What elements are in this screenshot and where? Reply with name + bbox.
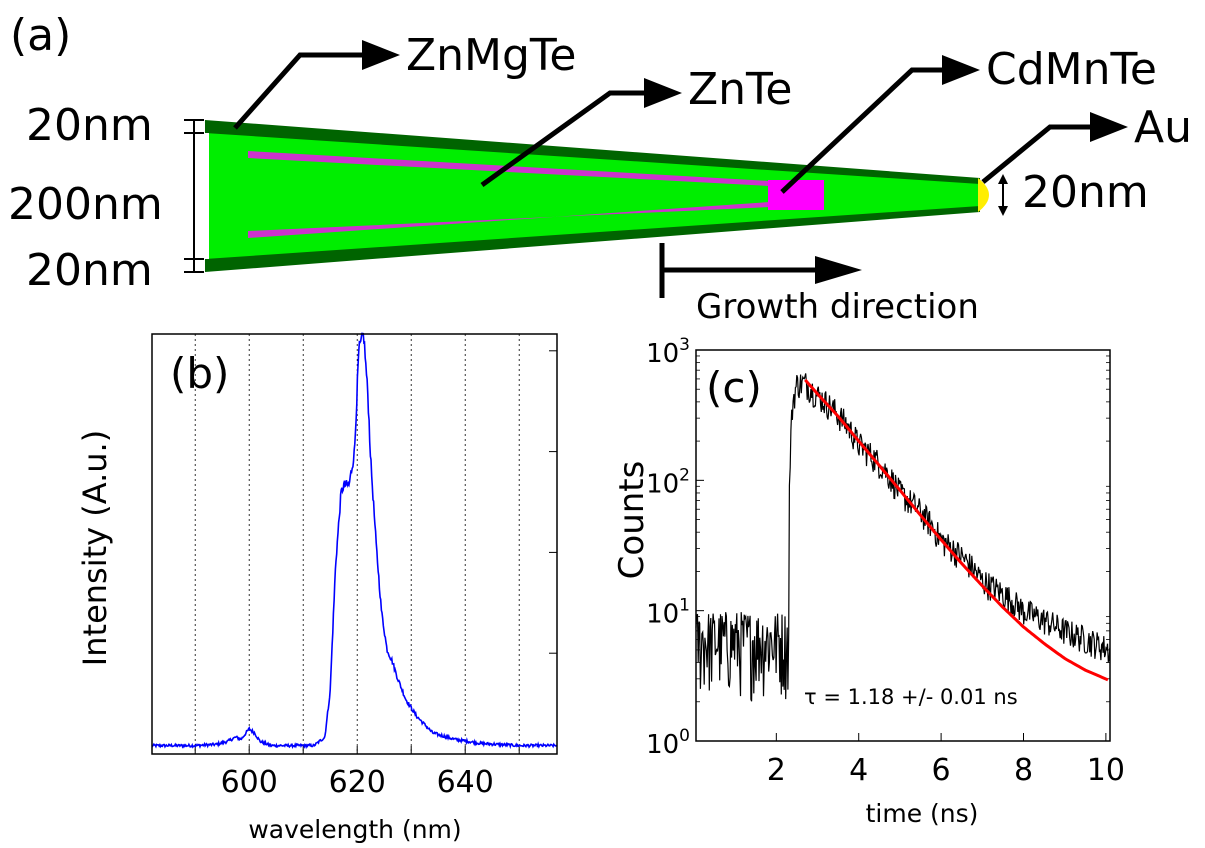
c-ylabel: Counts — [612, 461, 652, 580]
znte-layer-bottom — [248, 202, 770, 238]
c-axes-frame — [695, 349, 1111, 742]
b-x-tick-label: 600 — [221, 765, 278, 800]
au-arrowhead — [1090, 112, 1128, 142]
c-y-tick-label: 100 — [646, 726, 690, 760]
wire-base-edge — [205, 133, 209, 259]
znte-arrow — [480, 90, 650, 188]
panel-b: 600 620 640 (b) wavelength (nm) Intensity … — [76, 332, 558, 844]
znmgte-arrowhead — [362, 40, 400, 70]
c-data-trace — [695, 373, 1111, 702]
cdmnte-arrow — [780, 67, 950, 194]
cdmnte-arrowhead — [942, 55, 980, 85]
au-label: Au — [1134, 102, 1192, 153]
cdmnte-label: CdMnTe — [986, 44, 1157, 95]
znte-label: ZnTe — [688, 64, 793, 115]
b-x-tick-label: 620 — [329, 765, 386, 800]
c-y-tick-label: 101 — [646, 596, 690, 630]
c-x-tick-label: 4 — [849, 753, 868, 788]
b-ticks: 600 620 640 — [194, 350, 557, 800]
znmgte-label: ZnMgTe — [406, 30, 576, 81]
c-fit-curve — [804, 378, 1109, 682]
cdmnte-dot — [768, 180, 824, 210]
c-y-tick-label: 102 — [646, 465, 690, 499]
b-axes-frame — [151, 333, 558, 755]
c-xlabel: time (ns) — [866, 799, 979, 828]
au-tip — [978, 178, 989, 212]
c-annotation: τ = 1.18 +/- 0.01 ns — [804, 685, 1018, 709]
b-x-tick-label: 640 — [437, 765, 494, 800]
bottom-shell-dim: 20nm — [26, 245, 153, 296]
panel-c: 2 4 6 8 10 100 101 102 103 (c) τ = 1.18 +/- 0.01… — [612, 335, 1125, 828]
au-arrow — [981, 124, 1100, 184]
c-ticks: 2 4 6 8 10 100 101 102 103 — [646, 335, 1125, 788]
c-x-tick-label: 10 — [1087, 753, 1125, 788]
c-panel-label: (c) — [706, 363, 762, 412]
b-panel-label: (b) — [170, 349, 229, 398]
panel-a-label: (a) — [10, 10, 71, 61]
c-x-tick-label: 6 — [932, 753, 951, 788]
growth-direction-label: Growth direction — [696, 287, 979, 327]
top-shell-dim: 20nm — [26, 100, 153, 151]
znmgte-arrow — [233, 52, 372, 130]
znte-arrowhead — [644, 78, 682, 108]
tip-dim: 20nm — [1022, 167, 1149, 218]
c-y-tick-label: 103 — [646, 335, 690, 369]
c-x-tick-label: 2 — [767, 753, 786, 788]
panel-a: (a) ZnMgTe ZnTe Cd — [8, 10, 1192, 327]
c-x-tick-label: 8 — [1014, 753, 1033, 788]
b-spectrum-line — [151, 332, 558, 750]
b-ylabel: Intensity (A.u.) — [76, 430, 114, 666]
growth-arrowhead — [815, 256, 862, 284]
b-xlabel: wavelength (nm) — [248, 815, 461, 844]
core-dim: 200nm — [8, 179, 163, 230]
